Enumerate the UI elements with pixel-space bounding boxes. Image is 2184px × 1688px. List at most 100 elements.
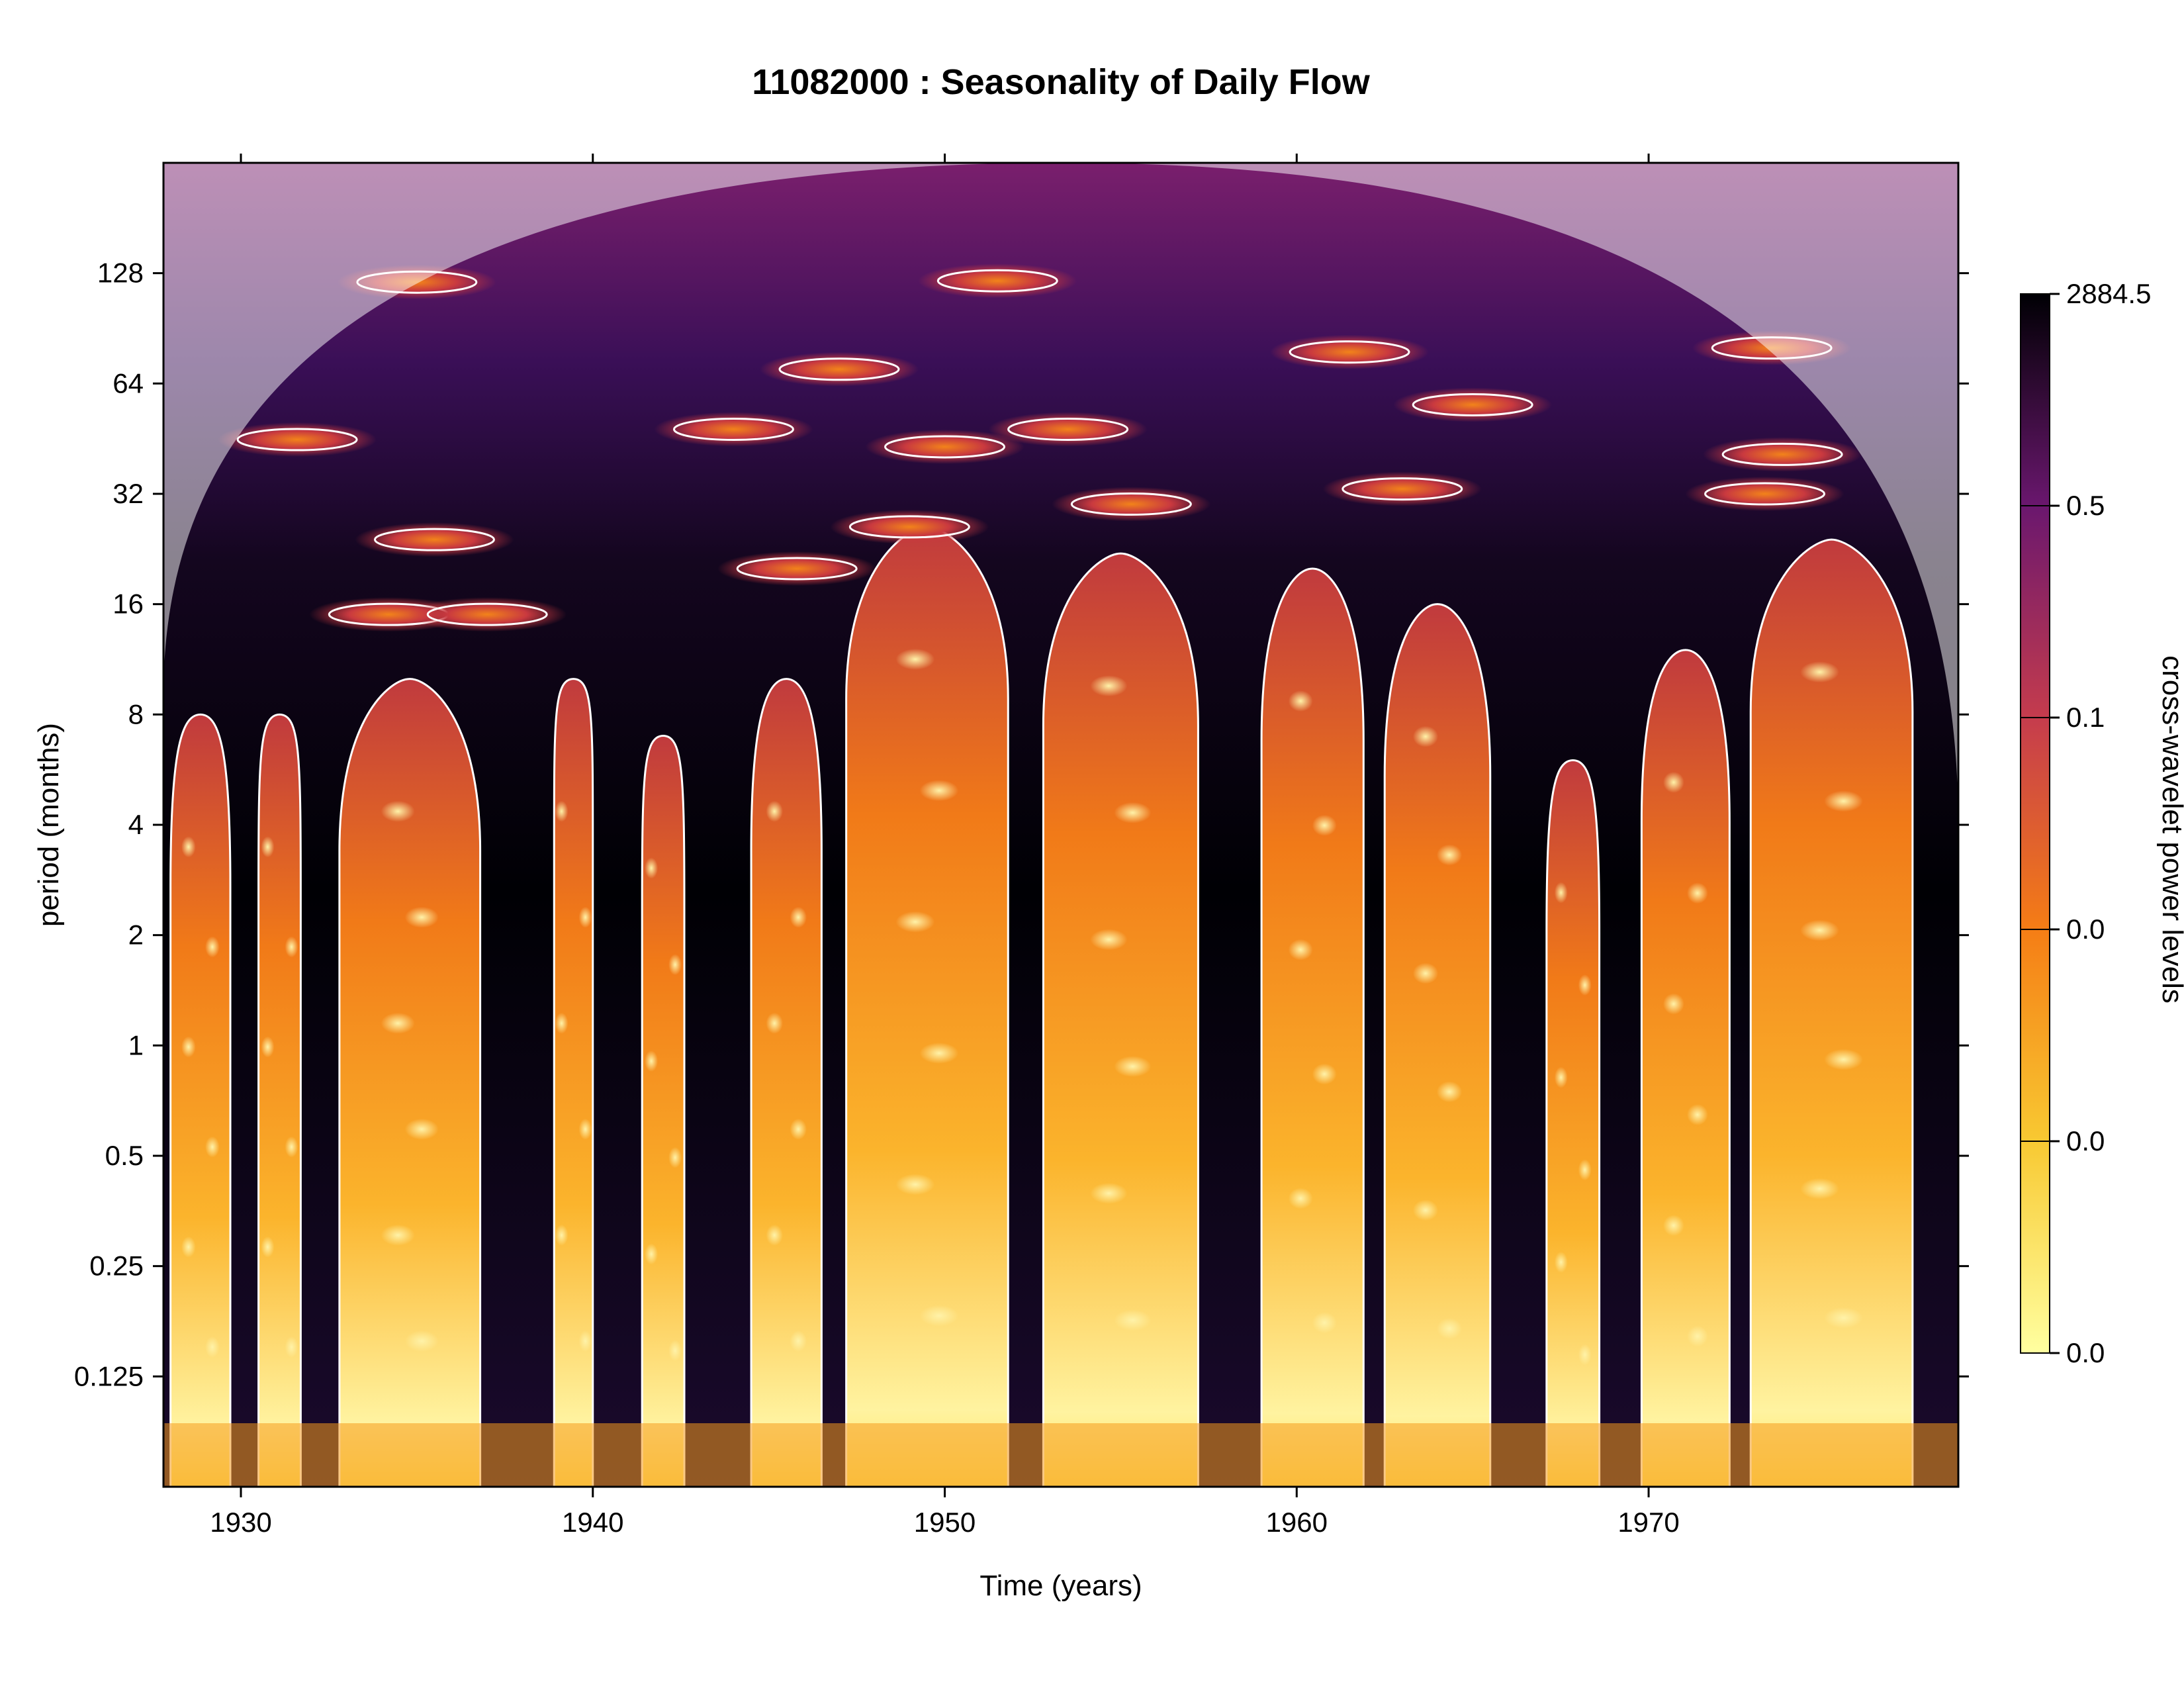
feature-contour xyxy=(1721,442,1843,466)
colorbar-ticks: 2884.5 0.5 0.1 0.0 0.0 0.0 xyxy=(2021,278,2151,1368)
feature-fill xyxy=(408,597,567,632)
long-period-feature xyxy=(830,509,989,544)
feature-fill xyxy=(1322,471,1482,506)
feature-fill xyxy=(988,412,1148,447)
power-spot xyxy=(919,780,959,802)
y-tick-label: 0.5 xyxy=(105,1140,144,1171)
power-spot xyxy=(1686,1103,1708,1125)
significance-contour xyxy=(257,713,302,1487)
plot-area xyxy=(163,163,1958,1487)
power-spot xyxy=(668,1147,682,1168)
wet-period-band xyxy=(1749,538,1914,1487)
wet-period-band xyxy=(553,678,594,1487)
significance-contour xyxy=(1640,649,1731,1487)
feature-contour xyxy=(672,418,794,442)
power-spot xyxy=(895,1174,935,1196)
feature-contour xyxy=(373,528,495,551)
feature-contour xyxy=(1070,492,1192,516)
y-tick-label: 2 xyxy=(128,919,144,951)
y-axis-label: period (months) xyxy=(32,723,65,927)
long-period-feature xyxy=(654,412,813,447)
y-tick-label: 0.25 xyxy=(89,1250,144,1282)
feature-fill xyxy=(1685,477,1844,511)
feature-contour xyxy=(426,602,548,626)
power-spot xyxy=(766,800,783,822)
x-axis-label: Time (years) xyxy=(979,1570,1142,1602)
power-spot xyxy=(1312,814,1337,836)
long-period-feature xyxy=(218,422,377,457)
wet-period-band xyxy=(338,678,482,1487)
wet-period-fill xyxy=(1043,553,1199,1487)
wet-period-fill xyxy=(846,526,1009,1487)
power-spot xyxy=(261,836,275,858)
power-spot xyxy=(1824,1049,1863,1070)
wet-period-fill xyxy=(339,679,480,1487)
power-spot xyxy=(578,906,592,928)
power-spot xyxy=(1312,1312,1337,1334)
power-spot xyxy=(668,954,682,976)
power-spot xyxy=(1662,771,1684,793)
power-spot xyxy=(1662,993,1684,1015)
significance-contour xyxy=(1042,552,1199,1487)
wet-period-fill xyxy=(1546,760,1600,1487)
feature-contour xyxy=(884,435,1006,459)
wet-period-band xyxy=(845,526,1009,1487)
power-spot xyxy=(1578,1159,1592,1181)
feature-fill xyxy=(759,352,919,387)
power-spot xyxy=(181,1036,196,1058)
power-spot xyxy=(1288,1188,1313,1209)
long-period-feature xyxy=(717,551,877,586)
colorbar-tick-label: 0.0 xyxy=(2066,1337,2105,1368)
power-spot xyxy=(1412,962,1439,984)
power-spot xyxy=(1686,882,1708,904)
wet-period-band xyxy=(1545,759,1601,1487)
long-period-feature xyxy=(759,352,919,387)
power-spot xyxy=(790,1118,807,1140)
power-spot xyxy=(1114,1056,1152,1078)
power-spot xyxy=(578,1330,592,1352)
chart-title: 11082000 : Seasonality of Daily Flow xyxy=(752,62,1370,102)
y-tick-label: 4 xyxy=(128,809,144,840)
significance-contour xyxy=(1749,538,1914,1487)
power-spot xyxy=(919,1305,959,1327)
power-spot xyxy=(205,936,220,958)
feature-fill xyxy=(717,551,877,586)
wet-period-band xyxy=(1383,603,1492,1487)
colorbar-tick-label: 0.0 xyxy=(2066,914,2105,945)
power-spot xyxy=(1436,1081,1463,1103)
long-period-feature xyxy=(1052,487,1211,522)
wet-period-band xyxy=(1042,552,1199,1487)
power-spot xyxy=(1800,919,1839,941)
power-spot xyxy=(285,936,298,958)
power-spot xyxy=(205,1336,220,1358)
wet-period-band xyxy=(169,713,232,1487)
power-spot xyxy=(555,1012,569,1034)
feature-contour xyxy=(1007,418,1129,442)
feature-contour xyxy=(1342,477,1463,501)
power-spot xyxy=(404,1330,439,1352)
power-spot xyxy=(205,1136,220,1158)
power-spot xyxy=(1554,1066,1568,1088)
significance-contour xyxy=(641,734,686,1487)
wet-period-bands xyxy=(169,526,1914,1487)
power-spot xyxy=(1800,661,1839,683)
colorbar-tick-label: 0.5 xyxy=(2066,490,2105,521)
power-spot xyxy=(381,1012,415,1034)
significance-contour xyxy=(338,678,482,1487)
feature-contour xyxy=(1289,340,1410,364)
power-spot xyxy=(1090,929,1128,951)
wet-period-fill xyxy=(1261,569,1364,1487)
significance-contour xyxy=(1260,567,1365,1487)
power-spot xyxy=(1554,1251,1568,1273)
wet-period-band xyxy=(1260,567,1365,1487)
power-spot xyxy=(895,648,935,670)
power-spot xyxy=(1412,1199,1439,1221)
power-spot xyxy=(404,1118,439,1140)
power-spot xyxy=(766,1012,783,1034)
long-period-features xyxy=(218,263,1862,632)
wet-period-fill xyxy=(642,735,685,1487)
colorbar-tick-label: 0.0 xyxy=(2066,1125,2105,1156)
power-spot xyxy=(1090,1182,1128,1204)
x-tick-label: 1960 xyxy=(1266,1507,1328,1538)
significance-contour xyxy=(553,678,594,1487)
